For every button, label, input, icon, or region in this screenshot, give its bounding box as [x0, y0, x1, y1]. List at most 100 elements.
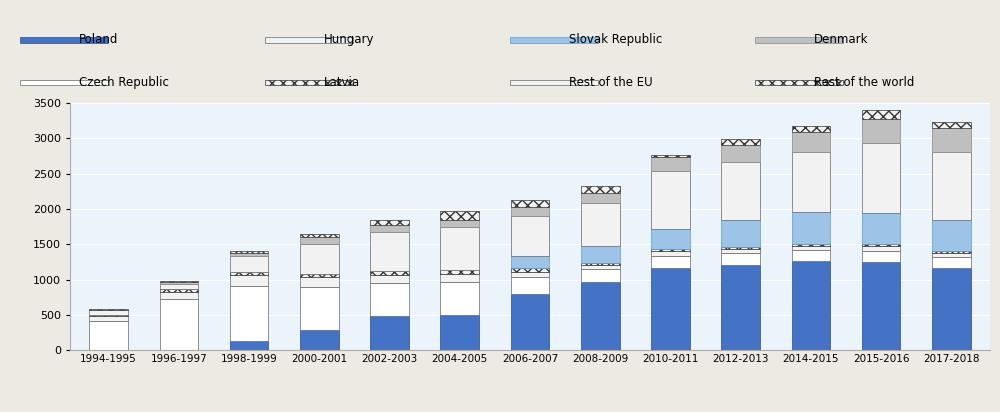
Bar	[89, 309, 128, 310]
Text: Poland: Poland	[79, 33, 118, 47]
Bar	[932, 253, 971, 257]
Bar	[160, 299, 198, 350]
Bar	[440, 270, 479, 274]
Bar	[300, 274, 339, 277]
FancyBboxPatch shape	[265, 80, 353, 85]
Bar	[511, 255, 549, 268]
Bar	[230, 251, 268, 253]
Bar	[721, 162, 760, 220]
Bar	[581, 246, 620, 262]
Bar	[721, 247, 760, 249]
Bar	[792, 250, 830, 261]
Bar	[792, 132, 830, 152]
Bar	[581, 282, 620, 350]
Bar	[511, 207, 549, 216]
Text: Latvia: Latvia	[324, 76, 360, 89]
Bar	[370, 271, 409, 275]
Bar	[651, 229, 690, 249]
Bar	[160, 281, 198, 282]
Bar	[721, 139, 760, 145]
Bar	[862, 119, 900, 143]
Text: Slovak Republic: Slovak Republic	[569, 33, 662, 47]
Bar	[370, 275, 409, 283]
Bar	[721, 253, 760, 265]
Bar	[792, 152, 830, 213]
Bar	[440, 220, 479, 227]
Bar	[370, 316, 409, 350]
Bar	[792, 126, 830, 132]
Bar	[511, 216, 549, 255]
Text: Rest of the world: Rest of the world	[814, 76, 914, 89]
Bar	[230, 272, 268, 275]
Bar	[89, 316, 128, 321]
Bar	[932, 268, 971, 350]
Bar	[370, 232, 409, 271]
Bar	[581, 203, 620, 246]
Bar	[862, 244, 900, 246]
Bar	[862, 262, 900, 350]
Bar	[932, 257, 971, 268]
Bar	[440, 282, 479, 315]
FancyBboxPatch shape	[755, 80, 843, 85]
Bar	[581, 193, 620, 203]
Bar	[370, 225, 409, 232]
Bar	[440, 227, 479, 270]
Bar	[792, 243, 830, 246]
Bar	[581, 262, 620, 265]
Bar	[651, 267, 690, 350]
Bar	[511, 200, 549, 207]
Bar	[511, 272, 549, 277]
Bar	[792, 246, 830, 250]
Bar	[792, 261, 830, 350]
Bar	[160, 292, 198, 299]
Bar	[932, 129, 971, 152]
Bar	[300, 277, 339, 287]
Bar	[651, 255, 690, 267]
Bar	[511, 268, 549, 272]
Bar	[581, 186, 620, 193]
Bar	[160, 284, 198, 290]
Bar	[862, 143, 900, 213]
Bar	[792, 213, 830, 243]
Bar	[300, 237, 339, 243]
Bar	[932, 152, 971, 220]
Bar	[721, 145, 760, 162]
Bar	[89, 314, 128, 316]
Bar	[862, 213, 900, 244]
FancyBboxPatch shape	[510, 80, 598, 85]
Bar	[651, 171, 690, 229]
Bar	[370, 283, 409, 316]
FancyBboxPatch shape	[755, 37, 843, 43]
Bar	[300, 234, 339, 237]
FancyBboxPatch shape	[265, 37, 353, 43]
FancyBboxPatch shape	[20, 37, 108, 43]
Bar	[651, 251, 690, 255]
Bar	[932, 250, 971, 253]
Bar	[440, 211, 479, 220]
Bar	[721, 220, 760, 247]
Bar	[160, 282, 198, 284]
Bar	[300, 287, 339, 330]
Bar	[721, 249, 760, 253]
Bar	[230, 286, 268, 341]
Bar	[581, 265, 620, 269]
Bar	[230, 255, 268, 272]
Bar	[651, 157, 690, 171]
Bar	[862, 110, 900, 119]
Bar	[89, 321, 128, 350]
Bar	[160, 290, 198, 292]
Bar	[581, 269, 620, 282]
Bar	[370, 220, 409, 225]
FancyBboxPatch shape	[20, 80, 108, 85]
FancyBboxPatch shape	[510, 37, 598, 43]
Text: Denmark: Denmark	[814, 33, 868, 47]
Bar	[651, 154, 690, 157]
Bar	[511, 295, 549, 350]
Bar	[440, 274, 479, 282]
Bar	[89, 310, 128, 314]
Bar	[230, 341, 268, 350]
Bar	[300, 330, 339, 350]
Bar	[932, 220, 971, 250]
Bar	[300, 243, 339, 274]
Bar	[511, 277, 549, 295]
